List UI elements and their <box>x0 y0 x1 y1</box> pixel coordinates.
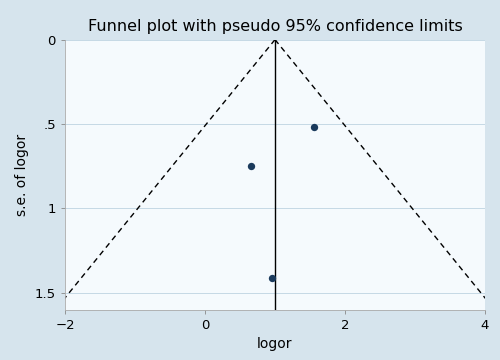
X-axis label: logor: logor <box>257 337 293 351</box>
Point <box>246 163 254 169</box>
Y-axis label: s.e. of logor: s.e. of logor <box>16 134 30 216</box>
Point <box>310 125 318 130</box>
Title: Funnel plot with pseudo 95% confidence limits: Funnel plot with pseudo 95% confidence l… <box>88 19 462 34</box>
Point <box>268 275 276 280</box>
